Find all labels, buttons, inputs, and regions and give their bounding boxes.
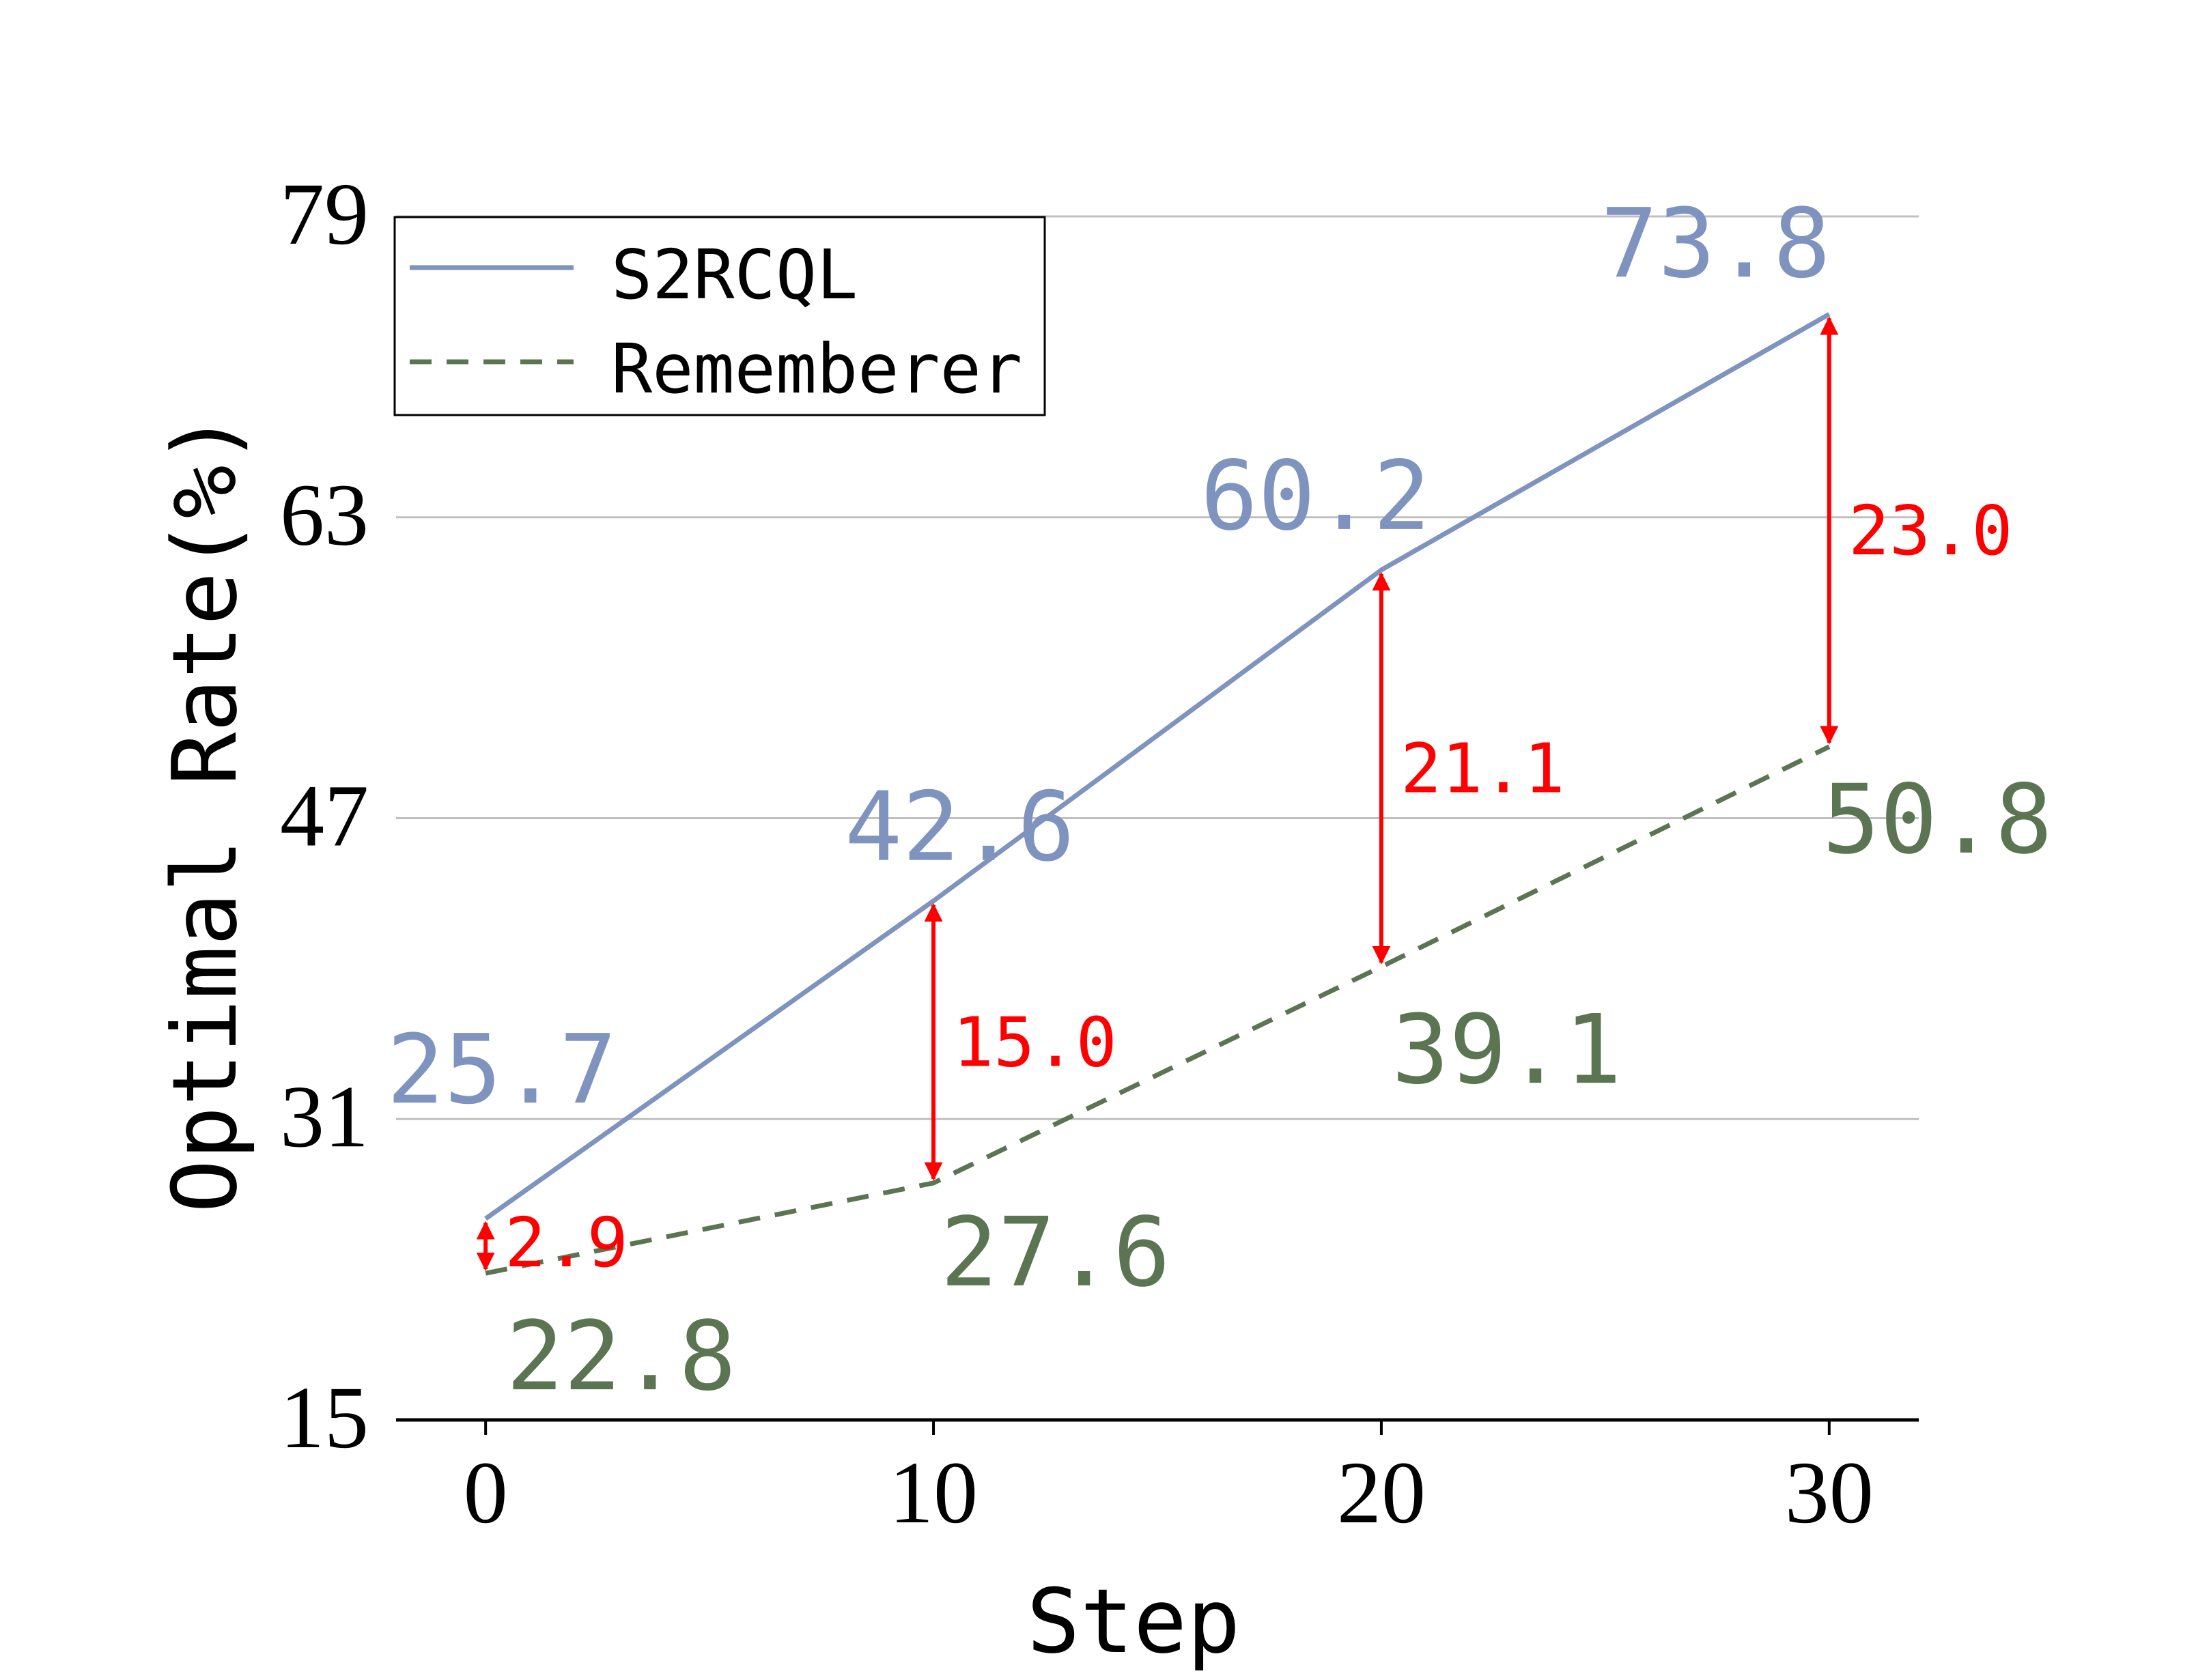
x-axis-title: Step (1026, 1569, 1240, 1673)
y-tick-label-63: 63 (280, 466, 369, 565)
x-tick-label-10: 10 (889, 1444, 978, 1542)
axes: 15 31 47 63 79 0 10 20 30 (280, 165, 1919, 1542)
y-tick-label-31: 31 (280, 1068, 369, 1166)
difference-label-0: 2.9 (505, 1203, 628, 1283)
data-label-rememberer-20: 39.1 (1392, 995, 1622, 1106)
data-label-rememberer-0: 22.8 (506, 1301, 736, 1412)
x-tick-label-20: 20 (1337, 1444, 1426, 1542)
difference-label-30: 23.0 (1848, 491, 2013, 571)
series-lines (484, 312, 1831, 1276)
y-tick-label-15: 15 (280, 1369, 369, 1467)
y-axis-title: Optimal Rate(%) (153, 412, 257, 1213)
data-label-s2rcql-10: 42.6 (845, 772, 1075, 883)
x-tick-label-0: 0 (464, 1444, 508, 1542)
difference-annotations: 2.9 15.0 21.1 23.0 (476, 316, 2013, 1283)
series-line-rememberer (485, 744, 1831, 1276)
legend: S2RCQL Rememberer (393, 216, 1046, 416)
x-tick-label-30: 30 (1785, 1444, 1874, 1542)
data-label-s2rcql-0: 25.7 (386, 1014, 617, 1126)
data-labels: 25.7 42.6 60.2 73.8 22.8 27.6 39.1 50.8 (386, 188, 2053, 1412)
y-tick-label-79: 79 (280, 165, 369, 264)
difference-label-20: 21.1 (1400, 729, 1565, 809)
data-label-s2rcql-20: 60.2 (1200, 441, 1431, 552)
legend-label-rememberer[interactable]: Rememberer (611, 329, 1022, 409)
y-tick-label-47: 47 (280, 767, 369, 866)
data-label-s2rcql-30: 73.8 (1601, 188, 1831, 300)
difference-label-10: 15.0 (953, 1002, 1117, 1082)
data-label-rememberer-30: 50.8 (1822, 765, 2053, 876)
legend-label-s2rcql[interactable]: S2RCQL (611, 235, 858, 315)
series-line-s2rcql (484, 312, 1831, 1221)
data-label-rememberer-10: 27.6 (940, 1197, 1170, 1309)
legend-frame (393, 216, 1046, 416)
